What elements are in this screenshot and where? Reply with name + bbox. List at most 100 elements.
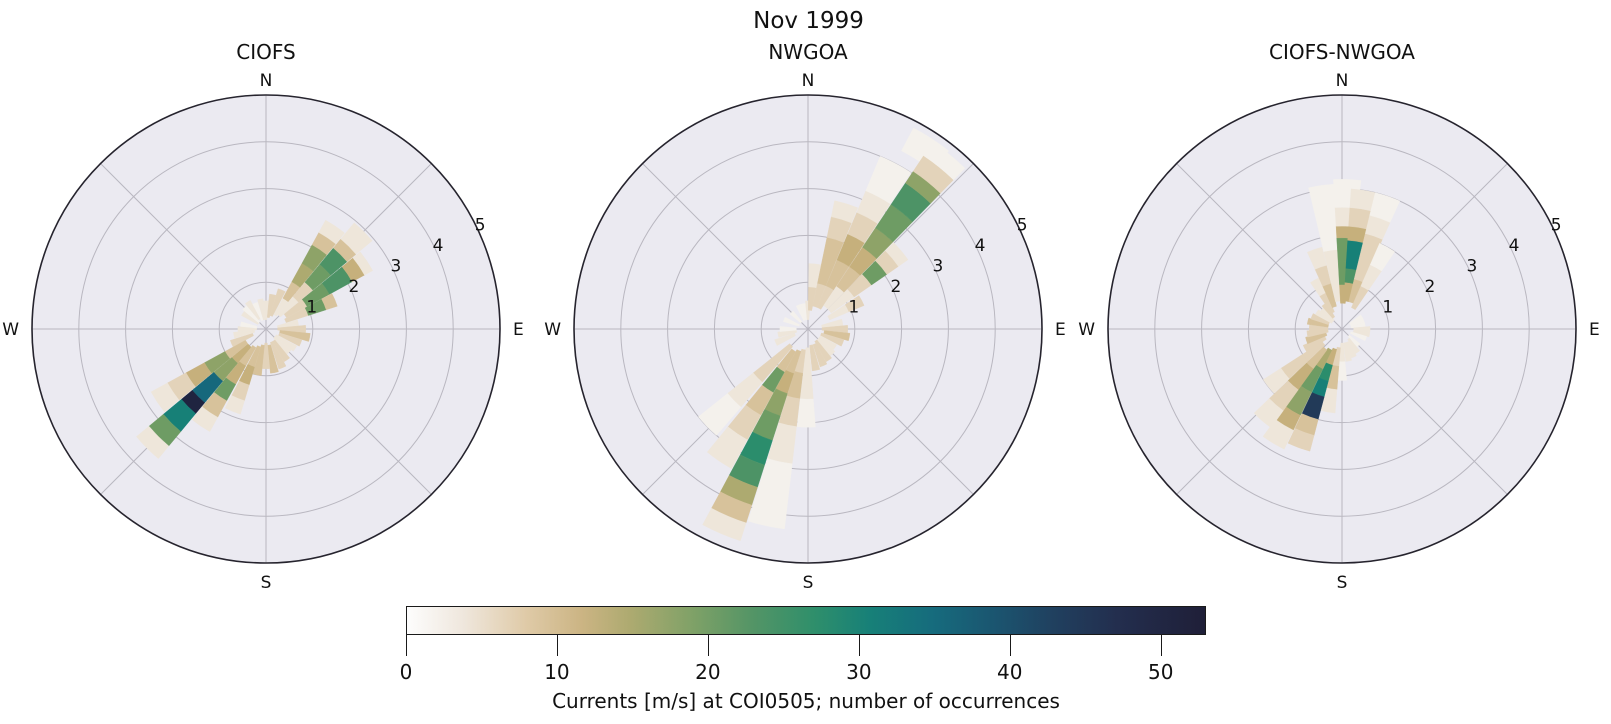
radial-tick-label: 4	[975, 236, 986, 256]
rose-petal-segment	[252, 301, 264, 322]
compass-label-s: S	[1337, 573, 1348, 593]
rose-petal-segment	[831, 200, 858, 224]
rose-petal-segment	[844, 295, 865, 313]
rose-petal-segment	[885, 242, 909, 267]
colorbar	[406, 606, 1206, 635]
radial-tick-label: 5	[1017, 216, 1028, 236]
colorbar-tick-mark	[406, 635, 408, 656]
rose-petal-segment	[747, 458, 793, 530]
rose-petal-segment	[1352, 329, 1371, 338]
rose-petal-segment	[1310, 313, 1330, 325]
rose-petal-segment	[816, 337, 836, 357]
compass-label-e: E	[513, 320, 524, 340]
rose-petal-segment	[230, 333, 254, 347]
rose-petal-segment	[1315, 309, 1334, 324]
compass-label-n: N	[802, 71, 815, 91]
compass-label-n: N	[260, 71, 273, 91]
compass-label-w: W	[2, 320, 19, 340]
rose-petal-segment	[1306, 329, 1329, 338]
colorbar-tick-label: 50	[1147, 660, 1174, 684]
rose-petal-segment	[136, 425, 170, 459]
radial-tick-label: 2	[348, 277, 359, 297]
compass-label-e: E	[1589, 320, 1600, 340]
rose-petal-segment	[823, 330, 851, 342]
radial-tick-label: 2	[890, 277, 901, 297]
rose-petal-segment	[191, 406, 218, 432]
rose-petal-segment	[150, 382, 180, 413]
rose-petal-segment	[809, 344, 821, 372]
rose-petal-segment	[1287, 428, 1315, 452]
rose-petal-segment	[1343, 342, 1352, 362]
rose-petal-segment	[821, 318, 844, 328]
rose-petal-segment	[1305, 332, 1328, 345]
colorbar-tick-mark	[556, 635, 559, 656]
subplot-title-ciofs-nwgoa: CIOFS-NWGOA	[1269, 40, 1415, 64]
rose-petal-segment	[266, 293, 277, 319]
rose-petal-segment	[774, 333, 796, 346]
rose-petal-segment	[224, 395, 245, 415]
subplot-title-ciofs: CIOFS	[236, 40, 296, 64]
radial-tick-label: 1	[1382, 298, 1393, 318]
angular-gridline	[642, 163, 809, 330]
rose-petal-segment	[278, 332, 303, 347]
rose-petal-segment	[800, 303, 808, 321]
rose-petal-segment	[1353, 326, 1371, 332]
rose-petal-segment	[273, 336, 292, 355]
colorbar-label: Currents [m/s] at COI0505; number of occ…	[552, 689, 1060, 713]
radial-tick-label: 4	[433, 236, 444, 256]
radial-tick-label: 3	[933, 257, 944, 277]
rose-petal-segment	[1262, 367, 1290, 394]
rose-petal-segment	[245, 300, 261, 321]
rose-petal-segment	[274, 334, 298, 352]
rose-petal-segment	[276, 319, 299, 329]
colorbar-tick-label: 20	[695, 660, 721, 684]
rose-petal-segment	[1369, 192, 1401, 223]
colorbar-tick-mark	[858, 635, 861, 656]
rose-petal-segment	[812, 343, 828, 368]
rose-petal-segment	[777, 329, 798, 338]
colorbar-tick-mark	[1009, 635, 1012, 656]
colorbar-tick-label: 40	[997, 660, 1023, 684]
subplot-title-nwgoa: NWGOA	[768, 40, 848, 64]
polar-spine	[31, 94, 501, 564]
rose-petal-segment	[279, 330, 311, 342]
rose-petal-segment	[923, 141, 966, 181]
rose-petal-segment	[779, 326, 797, 332]
rose-petal-segment	[240, 321, 258, 329]
rose-petal-segment	[789, 310, 803, 324]
rose-petal-segment	[865, 156, 912, 205]
radial-tick-label: 1	[848, 298, 859, 318]
angular-gridline	[265, 328, 432, 495]
radial-tick-label: 3	[391, 257, 402, 277]
radial-tick-label: 3	[1467, 257, 1478, 277]
rose-petal-segment	[321, 293, 338, 311]
rose-petal-segment	[796, 398, 816, 428]
radial-tick-label: 1	[306, 298, 317, 318]
colorbar-tick-mark	[1160, 635, 1163, 656]
rose-petal-segment	[808, 263, 822, 288]
rose-petal-segment	[706, 426, 748, 469]
rose-petal-segment	[783, 316, 800, 327]
rose-petal-segment	[340, 222, 373, 255]
radial-tick-label: 5	[475, 216, 486, 236]
rose-petal-segment	[1369, 243, 1395, 272]
rose-petal-segment	[318, 219, 345, 245]
rose-petal-segment	[269, 288, 286, 317]
colorbar-tick-label: 10	[544, 660, 570, 684]
angular-gridline	[807, 328, 974, 495]
rose-petal-segment	[698, 393, 742, 436]
colorbar-tick-mark	[707, 635, 710, 656]
angular-gridline	[1341, 163, 1508, 330]
compass-label-n: N	[1336, 71, 1349, 91]
compass-label-w: W	[1078, 320, 1095, 340]
rose-petal-segment	[257, 298, 266, 321]
rose-petal-segment	[272, 339, 290, 363]
rose-petal-segment	[1302, 335, 1327, 353]
rose-petal-segment	[1253, 398, 1284, 429]
rose-petal-segment	[233, 329, 256, 339]
rose-petal-segment	[1307, 246, 1327, 270]
rose-petal-segment	[1306, 317, 1329, 328]
polar-spine	[1107, 94, 1577, 564]
